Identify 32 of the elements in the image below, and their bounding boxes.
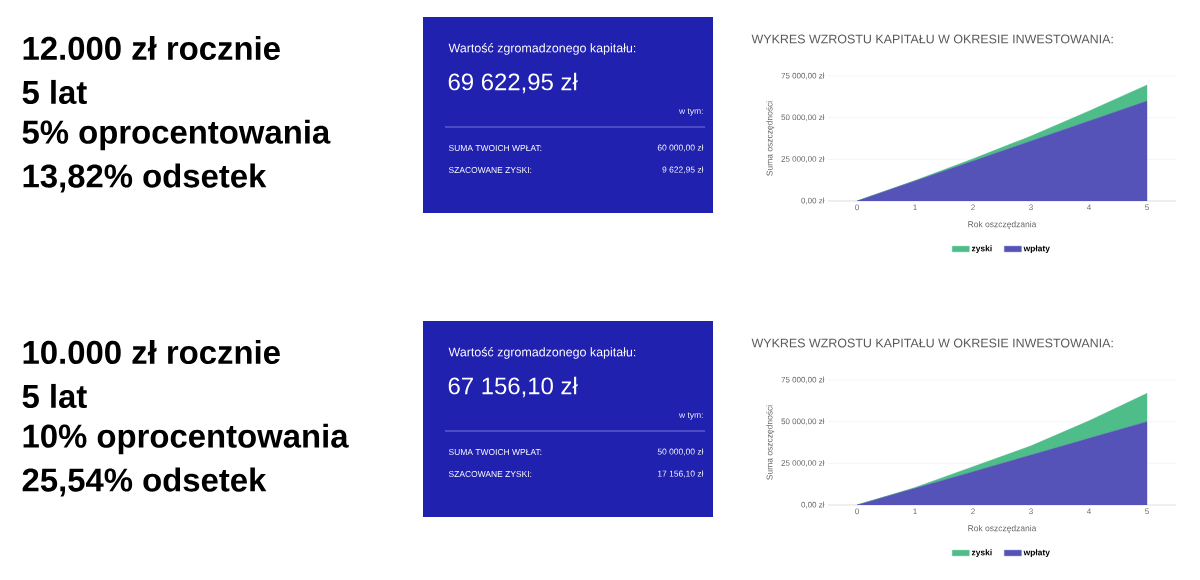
text: 5% oprocentowania — [22, 119, 331, 151]
text: w tym: — [679, 108, 703, 116]
text: 50 000,00 zł — [657, 448, 704, 456]
text: SZACOWANE ZYSKI: — [448, 471, 532, 477]
legend-label: zyski — [971, 245, 992, 254]
text: 12.000 zł rocznie — [23, 35, 280, 61]
text: 60 000,00 zł — [657, 144, 704, 152]
y-axis-title: Suma oszczędności — [766, 101, 775, 176]
text: 9 622,95 zł — [662, 166, 704, 174]
text: 17 156,10 zł — [657, 470, 704, 478]
text: Wartość zgromadzonego kapitału: — [448, 347, 636, 359]
text: 25,54% odsetek — [22, 467, 267, 497]
legend-label: wpłaty — [1023, 245, 1050, 254]
chart-title: WYKRES WZROSTU KAPITAŁU W OKRESIE INWESTOWANIA: — [751, 34, 1113, 44]
text: 5 lat — [22, 383, 87, 409]
chart-title: WYKRES WZROSTU KAPITAŁU W OKRESIE INWESTOWANIA: — [751, 338, 1113, 348]
y-axis-title: Suma oszczędności — [766, 405, 775, 480]
text: 67 156,10 zł — [448, 376, 578, 398]
text: 5 lat — [22, 79, 87, 105]
text: SUMA TWOICH WPŁAT: — [448, 145, 542, 151]
legend-label: zyski — [971, 549, 992, 558]
text: SZACOWANE ZYSKI: — [448, 167, 532, 173]
text: 13,82% odsetek — [23, 163, 267, 193]
text: 69 622,95 zł — [448, 72, 578, 94]
x-axis-title: Rok oszczędzania — [968, 220, 1037, 229]
x-axis-title: Rok oszczędzania — [968, 525, 1037, 533]
text: 10.000 zł rocznie — [23, 339, 280, 365]
text: Wartość zgromadzonego kapitału: — [448, 43, 636, 55]
text: SUMA TWOICH WPŁAT: — [448, 449, 542, 455]
text: w tym: — [679, 412, 703, 420]
legend-label: wpłaty — [1023, 549, 1050, 558]
text: 10% oprocentowania — [23, 423, 349, 455]
